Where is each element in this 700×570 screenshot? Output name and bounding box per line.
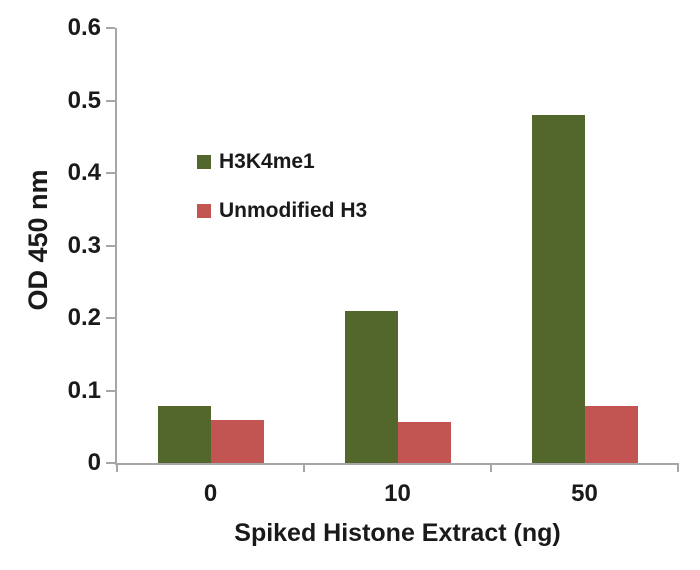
y-tick-label: 0.5 xyxy=(67,86,101,114)
x-tick xyxy=(677,463,679,472)
bar-H3K4me1-0 xyxy=(157,406,211,463)
y-tick-label: 0.4 xyxy=(67,159,101,186)
x-axis-line xyxy=(115,463,678,465)
x-tick xyxy=(303,463,305,472)
y-tick xyxy=(106,244,115,247)
y-tick xyxy=(106,99,115,102)
x-tick xyxy=(116,463,118,472)
y-tick xyxy=(106,389,115,392)
legend-swatch-icon xyxy=(197,155,211,169)
legend-swatch-icon xyxy=(197,204,211,218)
y-tick-label: 0.1 xyxy=(67,376,101,404)
y-tick-label: 0.2 xyxy=(67,304,101,331)
legend-item-Unmodified H3: Unmodified H3 xyxy=(197,199,367,223)
y-tick xyxy=(106,27,115,29)
y-axis-line xyxy=(115,28,117,465)
bar-H3K4me1-50 xyxy=(531,115,585,463)
y-tick xyxy=(106,172,115,174)
bar-Unmodified H3-10 xyxy=(397,421,451,463)
y-tick-label: 0.3 xyxy=(67,231,101,259)
x-tick xyxy=(490,463,492,472)
y-tick-label: 0 xyxy=(87,449,101,476)
bar-Unmodified H3-0 xyxy=(210,419,264,463)
x-category-label: 10 xyxy=(384,480,411,507)
bar-H3K4me1-10 xyxy=(344,310,398,463)
x-category-label: 0 xyxy=(203,480,218,507)
y-tick-label: 0.6 xyxy=(67,14,101,41)
bar-Unmodified H3-50 xyxy=(584,406,638,463)
y-tick xyxy=(106,462,115,464)
y-tick xyxy=(106,317,115,319)
legend-label: Unmodified H3 xyxy=(219,199,368,222)
legend-label: H3K4me1 xyxy=(219,150,315,173)
legend-item-H3K4me1: H3K4me1 xyxy=(197,150,315,174)
x-category-label: 50 xyxy=(571,480,598,507)
x-axis-title: Spiked Histone Extract (ng) xyxy=(234,519,561,547)
